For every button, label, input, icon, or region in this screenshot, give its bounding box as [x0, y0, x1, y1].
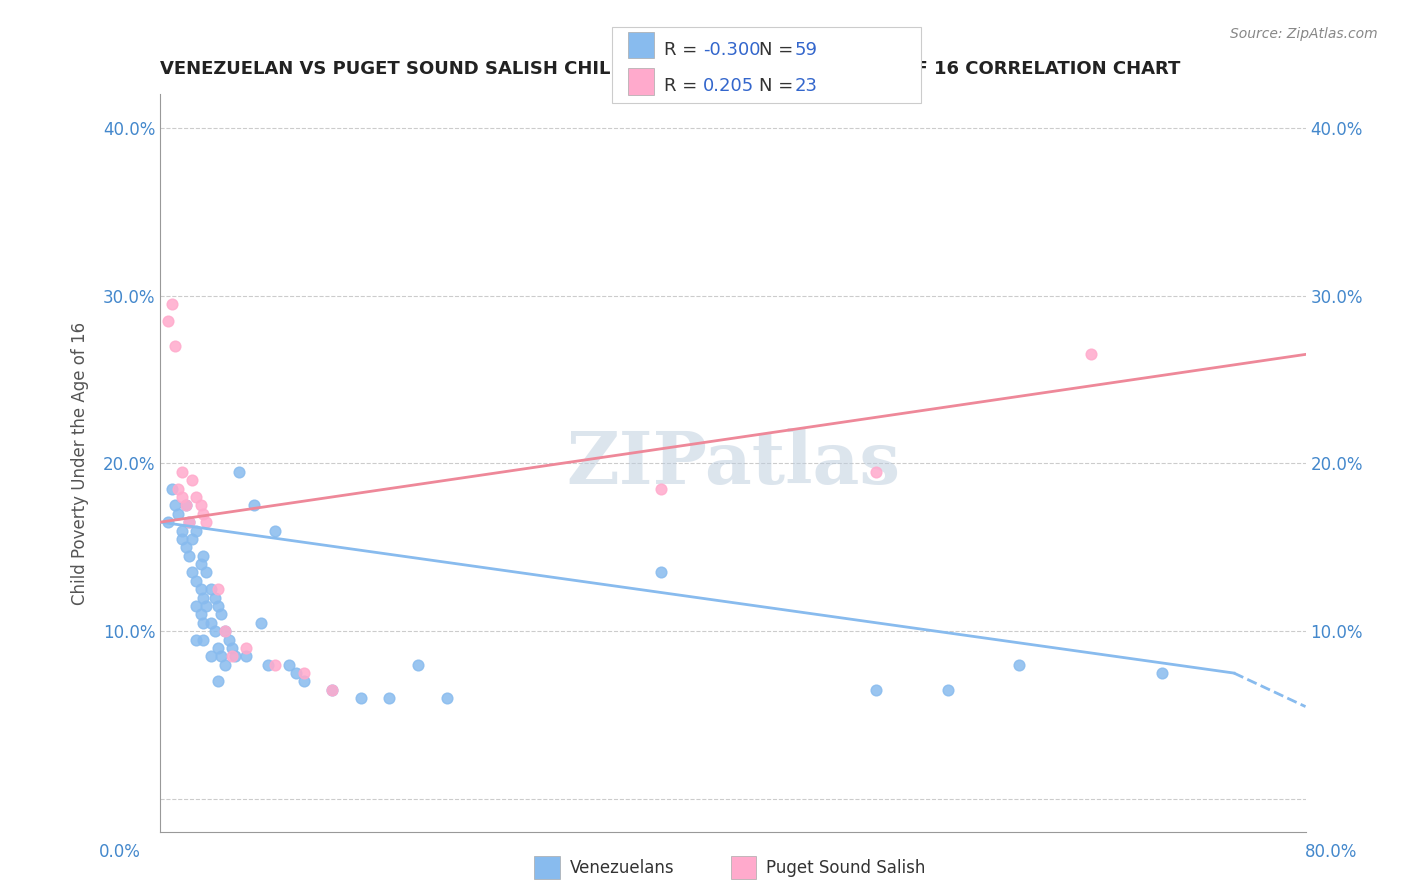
Text: N =: N =	[759, 77, 799, 95]
Point	[235, 649, 257, 664]
Point	[865, 682, 887, 697]
Point	[170, 532, 193, 546]
Point	[436, 691, 458, 706]
Point	[204, 591, 226, 605]
Point	[193, 632, 215, 647]
Point	[207, 640, 229, 655]
Point	[214, 657, 236, 672]
Text: 0.0%: 0.0%	[98, 843, 141, 861]
Point	[200, 649, 222, 664]
Point	[650, 482, 672, 496]
Point	[179, 515, 201, 529]
Point	[181, 532, 204, 546]
Point	[186, 599, 208, 613]
Text: Venezuelans: Venezuelans	[569, 859, 673, 877]
Point	[193, 591, 215, 605]
Point	[204, 624, 226, 639]
Point	[156, 515, 179, 529]
Text: 80.0%: 80.0%	[1305, 843, 1357, 861]
Point	[292, 674, 315, 689]
Point	[160, 297, 183, 311]
Point	[174, 499, 197, 513]
Text: ZIPatlas: ZIPatlas	[567, 428, 900, 499]
Point	[179, 515, 201, 529]
Point	[321, 682, 343, 697]
Point	[181, 566, 204, 580]
Point	[207, 674, 229, 689]
Point	[249, 615, 271, 630]
Point	[278, 657, 301, 672]
Text: VENEZUELAN VS PUGET SOUND SALISH CHILD POVERTY UNDER THE AGE OF 16 CORRELATION C: VENEZUELAN VS PUGET SOUND SALISH CHILD P…	[160, 60, 1181, 78]
Point	[1152, 666, 1174, 681]
Point	[865, 465, 887, 479]
Point	[228, 465, 250, 479]
Point	[264, 657, 287, 672]
Point	[163, 339, 186, 353]
Point	[264, 524, 287, 538]
Point	[214, 624, 236, 639]
Text: R =: R =	[664, 77, 703, 95]
Text: -0.300: -0.300	[703, 40, 761, 59]
Point	[186, 574, 208, 588]
Point	[1080, 347, 1102, 361]
Point	[166, 507, 188, 521]
Point	[378, 691, 401, 706]
Point	[170, 524, 193, 538]
Point	[166, 482, 188, 496]
Point	[186, 632, 208, 647]
Point	[200, 615, 222, 630]
Point	[186, 524, 208, 538]
Point	[221, 649, 243, 664]
Text: N =: N =	[759, 40, 799, 59]
Point	[256, 657, 278, 672]
Point	[193, 615, 215, 630]
Point	[195, 599, 218, 613]
Point	[321, 682, 343, 697]
Point	[350, 691, 373, 706]
Point	[179, 549, 201, 563]
Point	[174, 499, 197, 513]
Point	[285, 666, 308, 681]
Point	[156, 314, 179, 328]
Point	[193, 549, 215, 563]
Point	[218, 632, 240, 647]
Point	[650, 566, 672, 580]
Point	[221, 640, 243, 655]
Point	[200, 582, 222, 597]
Text: 59: 59	[794, 40, 817, 59]
Point	[195, 566, 218, 580]
Point	[242, 499, 264, 513]
Point	[207, 582, 229, 597]
Text: Puget Sound Salish: Puget Sound Salish	[766, 859, 925, 877]
Point	[936, 682, 959, 697]
Point	[209, 607, 232, 622]
Point	[193, 507, 215, 521]
Point	[224, 649, 246, 664]
Point	[186, 490, 208, 504]
Point	[406, 657, 429, 672]
Text: 0.205: 0.205	[703, 77, 754, 95]
Point	[214, 624, 236, 639]
Point	[190, 557, 212, 571]
Point	[190, 499, 212, 513]
Point	[170, 490, 193, 504]
Point	[160, 482, 183, 496]
Point	[195, 515, 218, 529]
Point	[292, 666, 315, 681]
Point	[207, 599, 229, 613]
Point	[209, 649, 232, 664]
Text: 23: 23	[794, 77, 817, 95]
Point	[1008, 657, 1031, 672]
Point	[170, 465, 193, 479]
Point	[190, 582, 212, 597]
Text: Source: ZipAtlas.com: Source: ZipAtlas.com	[1230, 27, 1378, 41]
Point	[181, 473, 204, 487]
Point	[174, 541, 197, 555]
Text: R =: R =	[664, 40, 703, 59]
Y-axis label: Child Poverty Under the Age of 16: Child Poverty Under the Age of 16	[72, 322, 89, 605]
Point	[163, 499, 186, 513]
Point	[190, 607, 212, 622]
Point	[235, 640, 257, 655]
